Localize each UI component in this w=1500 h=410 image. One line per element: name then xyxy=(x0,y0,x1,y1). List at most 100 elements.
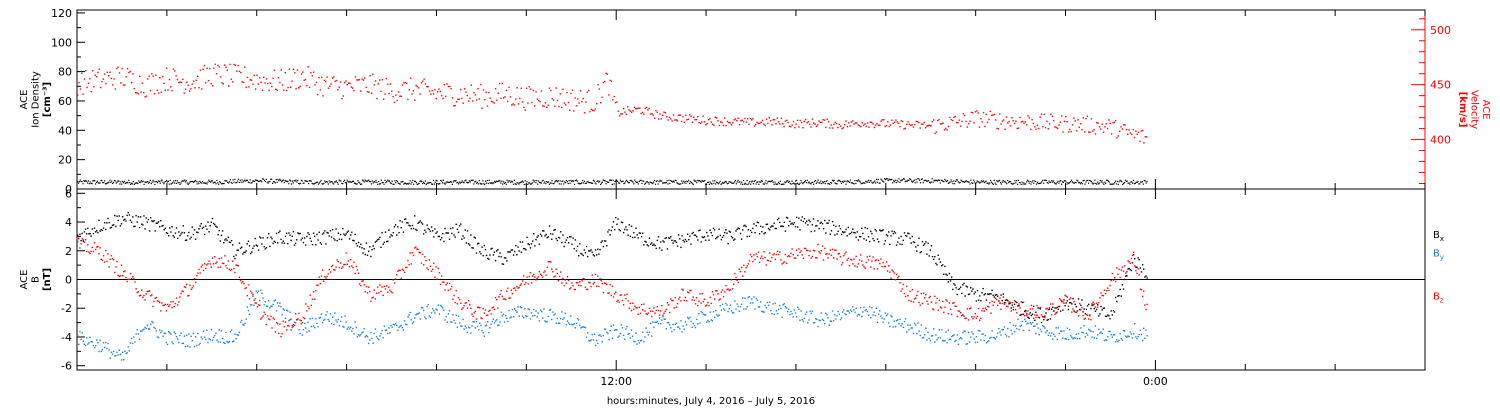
velocity-point xyxy=(612,99,614,101)
density-point xyxy=(499,180,501,182)
density-point xyxy=(1123,182,1125,184)
velocity-point xyxy=(837,126,839,129)
velocity-point xyxy=(660,118,663,120)
b-bz-point xyxy=(999,297,1001,299)
density-point xyxy=(458,183,460,185)
velocity-point xyxy=(582,97,584,100)
b-bz-point xyxy=(127,278,129,281)
b-bx-point xyxy=(915,246,917,248)
velocity-point xyxy=(242,81,245,84)
velocity-point xyxy=(364,77,366,79)
b-bz-point xyxy=(602,291,605,294)
b-by-point xyxy=(338,324,341,327)
b-bz-point xyxy=(536,277,538,280)
b-bz-point xyxy=(300,320,302,322)
b-bz-point xyxy=(1026,314,1028,317)
b-bx-point xyxy=(864,226,866,229)
velocity-point xyxy=(109,71,111,73)
b-bz-point xyxy=(529,271,532,274)
velocity-point xyxy=(760,121,762,123)
b-bz-point xyxy=(464,302,466,304)
velocity-point xyxy=(585,101,587,103)
b-by-point xyxy=(327,318,329,321)
b-bx-point xyxy=(225,238,227,240)
density-point xyxy=(295,179,297,181)
density-tick-label: 40 xyxy=(58,124,72,137)
density-point xyxy=(883,181,885,183)
density-point xyxy=(891,178,893,181)
velocity-point xyxy=(519,97,521,100)
b-bz-point xyxy=(1064,294,1066,297)
b-bx-point xyxy=(365,242,368,244)
b-bz-point xyxy=(305,303,307,305)
b-by-point xyxy=(306,331,308,333)
b-bz-point xyxy=(171,306,173,309)
velocity-point xyxy=(217,64,219,67)
b-by-point xyxy=(612,324,615,326)
b-by-point xyxy=(275,310,278,312)
b-bz-point xyxy=(1100,292,1102,294)
b-by-point xyxy=(141,330,143,332)
b-by-point xyxy=(644,336,646,338)
b-bz-point xyxy=(703,298,706,300)
b-by-point xyxy=(202,330,205,332)
b-bx-point xyxy=(265,247,268,249)
density-point xyxy=(519,182,521,184)
b-bx-point xyxy=(393,226,396,228)
velocity-point xyxy=(587,89,590,92)
b-by-point xyxy=(400,324,402,327)
density-point xyxy=(1139,183,1141,185)
density-point xyxy=(97,182,99,184)
velocity-point xyxy=(277,77,280,79)
velocity-point xyxy=(664,112,667,114)
b-by-point xyxy=(171,341,173,343)
velocity-point xyxy=(326,76,328,78)
density-point xyxy=(795,179,798,182)
b-bx-point xyxy=(762,226,764,228)
b-bx-point xyxy=(116,215,118,217)
velocity-point xyxy=(872,123,874,125)
velocity-point xyxy=(161,75,164,78)
b-bx-point xyxy=(826,222,828,224)
b-bx-point xyxy=(144,228,146,230)
b-bx-point xyxy=(1118,294,1120,297)
b-bz-point xyxy=(963,315,965,317)
b-by-point xyxy=(134,341,136,343)
density-point xyxy=(999,181,1002,184)
b-by-point xyxy=(443,309,445,311)
b-bx-point xyxy=(478,242,480,245)
density-point xyxy=(195,180,197,183)
b-bz-point xyxy=(918,301,920,304)
density-point xyxy=(348,181,350,183)
b-by-point xyxy=(930,335,933,337)
b-by-point xyxy=(621,327,624,329)
b-by-point xyxy=(782,304,784,306)
velocity-point xyxy=(93,86,95,88)
b-by-point xyxy=(640,339,643,342)
density-point xyxy=(427,182,429,184)
density-point xyxy=(399,183,401,185)
b-by-point xyxy=(1031,321,1034,324)
b-by-point xyxy=(1081,331,1083,334)
b-by-point xyxy=(811,310,814,312)
b-bx-point xyxy=(163,229,165,231)
b-bx-point xyxy=(357,241,360,244)
velocity-point xyxy=(314,84,316,86)
b-bz-point xyxy=(326,275,328,278)
velocity-point xyxy=(163,82,165,85)
b-bz-point xyxy=(875,259,878,261)
density-point xyxy=(769,180,772,183)
b-bz-point xyxy=(622,304,625,306)
b-bz-point xyxy=(975,317,978,319)
b-bz-point xyxy=(451,285,453,288)
b-by-point xyxy=(428,315,431,317)
b-by-point xyxy=(661,319,663,321)
b-bx-point xyxy=(508,251,510,253)
density-point xyxy=(651,182,653,184)
density-point xyxy=(482,180,484,182)
b-bz-point xyxy=(409,252,411,254)
b-by-point xyxy=(114,355,116,357)
density-point xyxy=(160,180,162,182)
density-point xyxy=(306,180,308,182)
velocity-point xyxy=(920,123,923,125)
